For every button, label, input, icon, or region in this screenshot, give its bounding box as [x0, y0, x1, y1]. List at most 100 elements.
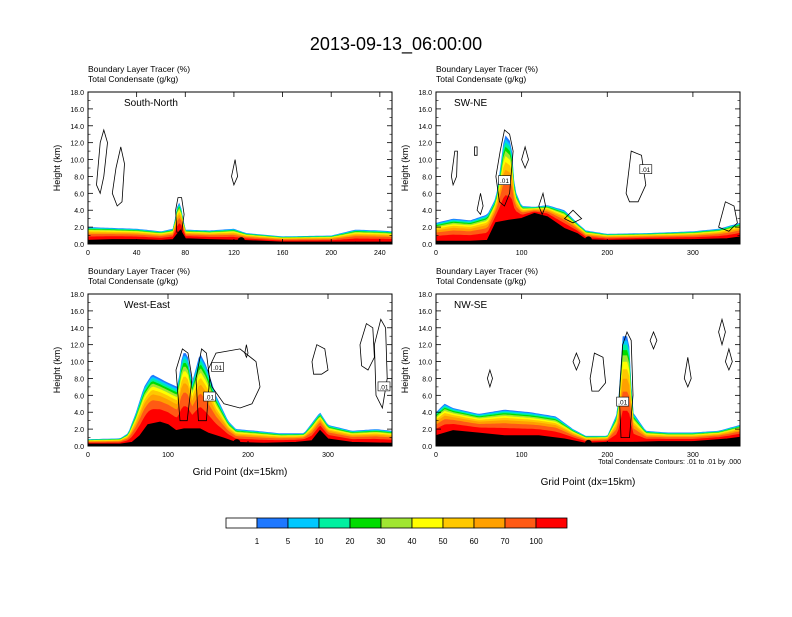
condensate-contour: [175, 197, 185, 233]
y-tick-label: 0.0: [74, 242, 84, 249]
condensate-contour: [111, 146, 125, 207]
colorbar-label: 30: [377, 537, 386, 546]
condensate-contour: [718, 317, 726, 347]
colorbar-swatch: [256, 517, 289, 529]
y-tick-label: 16.0: [418, 309, 432, 316]
colorbar: 1 5 10 20 30 40 50 60 70 100: [225, 517, 568, 546]
colorbar-label: 40: [408, 537, 417, 546]
tracer-band-9: [88, 217, 392, 243]
panel-1: Boundary Layer Tracer (%)Total Condensat…: [52, 64, 393, 257]
x-tick-label: 100: [516, 250, 528, 257]
condensate-contour: [572, 352, 581, 372]
y-tick-label: 4.0: [74, 208, 84, 215]
contour-label-text: .01: [379, 384, 388, 391]
y-axis-label: Height (km): [52, 145, 62, 192]
y-tick-label: 12.0: [70, 141, 84, 148]
contour-label-box: [498, 175, 511, 185]
panel-subtitle-tracer: Boundary Layer Tracer (%): [436, 64, 538, 74]
contour-label-box: [616, 396, 629, 407]
contour-label-text: .01: [641, 167, 650, 174]
y-axis-label: Height (km): [400, 347, 410, 394]
colorbar-swatch: [411, 517, 444, 529]
y-tick-label: 12.0: [70, 343, 84, 350]
condensate-contour: [207, 348, 261, 409]
y-tick-label: 10.0: [418, 158, 432, 165]
condensate-contour: [359, 322, 375, 371]
plot-area: .01 .01: [436, 129, 740, 244]
x-axis-label: Grid Point (dx=15km): [193, 467, 288, 478]
x-tick-label: 240: [374, 250, 386, 257]
y-tick-label: 4.0: [422, 410, 432, 417]
tracer-band-9: [436, 179, 740, 242]
contour-label-text: .01: [500, 178, 509, 185]
tracer-band-10: [436, 195, 740, 242]
y-tick-label: 10.0: [418, 360, 432, 367]
plot-area: .01 .01 .01: [88, 318, 392, 446]
colorbar-label: 60: [470, 537, 479, 546]
y-tick-label: 12.0: [418, 343, 432, 350]
y-tick-label: 14.0: [418, 124, 432, 131]
y-tick-label: 6.0: [422, 191, 432, 198]
contour-label-box: [203, 391, 216, 402]
contour-label-box: [639, 164, 653, 174]
panel-subtitle-condensate: Total Condensate (g/kg): [436, 74, 526, 84]
colorbar-label: 10: [315, 537, 324, 546]
colorbar-label: 50: [439, 537, 448, 546]
contour-label-box: [211, 362, 224, 372]
y-tick-label: 8.0: [74, 376, 84, 383]
x-tick-label: 160: [277, 250, 289, 257]
panel-subtitle-condensate: Total Condensate (g/kg): [436, 276, 526, 286]
x-tick-label: 0: [86, 250, 90, 257]
condensate-contour: [618, 330, 634, 438]
tracer-band-8: [88, 214, 392, 243]
colorbar-label: 5: [286, 537, 291, 546]
location-marker: [233, 439, 241, 446]
y-tick-label: 4.0: [74, 410, 84, 417]
terrain-fill: [436, 213, 740, 244]
colorbar-swatch: [225, 517, 258, 529]
location-marker: [237, 237, 245, 244]
contour-label: .01: [639, 164, 653, 174]
x-tick-label: 200: [601, 452, 613, 459]
panel-title: NW-SE: [454, 300, 487, 311]
y-tick-label: 2.0: [422, 427, 432, 434]
panel-title: SW-NE: [454, 98, 487, 109]
condensate-contour: [724, 347, 733, 372]
y-tick-label: 14.0: [418, 326, 432, 333]
y-tick-label: 6.0: [74, 191, 84, 198]
condensate-contour: [476, 193, 484, 216]
panel-subtitle-condensate: Total Condensate (g/kg): [88, 276, 178, 286]
condensate-contour: [231, 159, 239, 187]
condensate-contour: [538, 191, 547, 216]
x-tick-label: 40: [133, 250, 141, 257]
y-tick-label: 14.0: [70, 326, 84, 333]
y-tick-label: 8.0: [422, 376, 432, 383]
x-tick-label: 100: [162, 452, 174, 459]
terrain-fill: [88, 422, 392, 446]
panel-subtitle-tracer: Boundary Layer Tracer (%): [436, 266, 538, 276]
x-tick-label: 200: [242, 452, 254, 459]
condensate-contour: [311, 344, 329, 375]
contour-label-text: .01: [213, 365, 222, 372]
contour-label: .01: [616, 396, 629, 407]
panel-subtitle-tracer: Boundary Layer Tracer (%): [88, 266, 190, 276]
y-tick-label: 16.0: [70, 107, 84, 114]
y-tick-label: 0.0: [422, 242, 432, 249]
y-tick-label: 12.0: [418, 141, 432, 148]
main-title: 2013-09-13_06:00:00: [310, 34, 482, 55]
panel-subtitle-tracer: Boundary Layer Tracer (%): [88, 64, 190, 74]
colorbar-label: 70: [501, 537, 510, 546]
panel-3: Boundary Layer Tracer (%)Total Condensat…: [52, 266, 393, 478]
plot-frame: [87, 91, 393, 245]
y-tick-label: 2.0: [74, 427, 84, 434]
condensate-contour: [373, 318, 388, 410]
condensate-contour: [450, 150, 458, 187]
condensate-contour: [96, 128, 108, 195]
colorbar-swatch: [535, 517, 568, 529]
y-tick-label: 4.0: [422, 208, 432, 215]
colorbar-label: 20: [346, 537, 355, 546]
y-tick-label: 16.0: [418, 107, 432, 114]
contour-label-text: .01: [205, 395, 214, 402]
